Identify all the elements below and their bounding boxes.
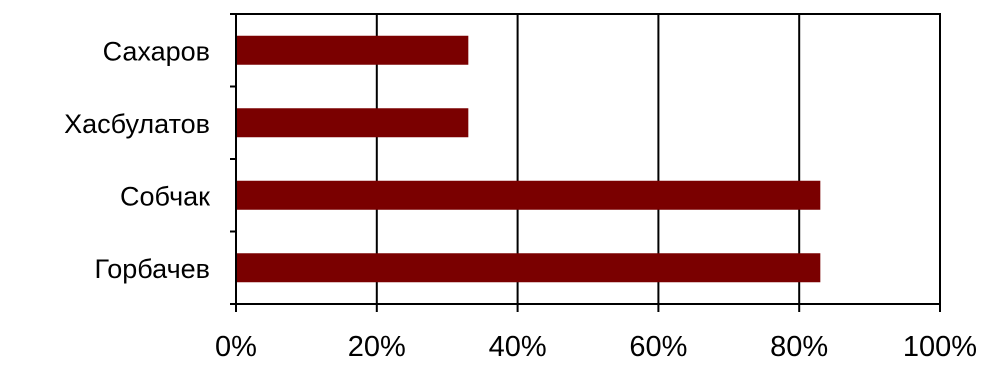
bar: [236, 180, 821, 210]
bar: [236, 35, 469, 65]
x-tick-label: 60%: [629, 331, 687, 363]
axes: [230, 13, 941, 312]
category-label: Собчак: [120, 181, 210, 211]
category-label: Горбачев: [94, 254, 210, 284]
category-label: Хасбулатов: [64, 109, 210, 139]
bar: [236, 253, 821, 283]
bars: [236, 35, 821, 283]
x-tick-label: 100%: [903, 331, 977, 363]
x-tick-label: 40%: [489, 331, 547, 363]
labels: 0% 20% 40% 60% 80% 100% Сахаров Хасбулатов Собча…: [64, 36, 977, 363]
x-tick-label: 80%: [770, 331, 828, 363]
category-label: Сахаров: [103, 36, 210, 66]
x-tick-label: 20%: [348, 331, 406, 363]
x-tick-label: 0%: [215, 331, 257, 363]
bar: [236, 108, 469, 138]
